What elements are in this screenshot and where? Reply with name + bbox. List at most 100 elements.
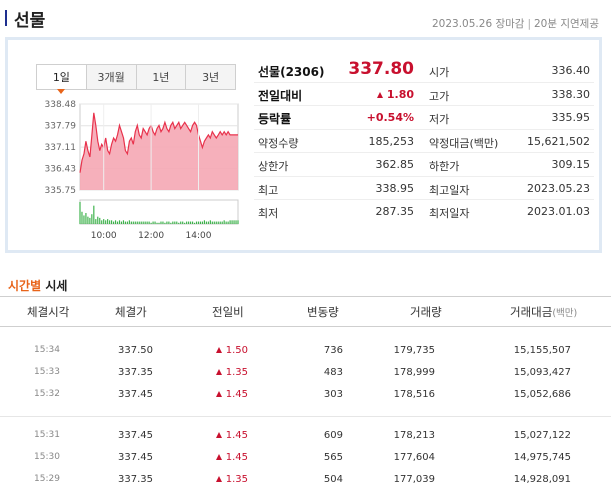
meta-divider: | bbox=[527, 18, 531, 30]
row-time: 15:34 bbox=[34, 345, 60, 355]
row-group-divider bbox=[0, 406, 611, 417]
col-amount-unit: (백만) bbox=[552, 307, 578, 319]
title-accent-bar bbox=[5, 10, 7, 26]
col-change: 전일비 bbox=[212, 304, 244, 319]
low-label: 최저 bbox=[258, 207, 279, 220]
volume-bar bbox=[215, 221, 217, 224]
volume-bar bbox=[134, 221, 136, 224]
volume-bar bbox=[168, 221, 170, 224]
lower-limit-label: 하한가 bbox=[429, 160, 460, 173]
volume-bar bbox=[136, 221, 138, 224]
volume-bar bbox=[101, 220, 103, 224]
volume-bar bbox=[148, 221, 150, 224]
volume-bar bbox=[150, 222, 152, 224]
rate-value: +0.54% bbox=[366, 111, 414, 124]
row-amount: 15,052,686 bbox=[513, 389, 571, 400]
up-arrow-icon bbox=[376, 91, 383, 98]
row-volume: 178,516 bbox=[393, 389, 435, 400]
row-volume: 178,213 bbox=[393, 430, 435, 441]
volume-bar bbox=[158, 222, 160, 224]
volume-bar bbox=[103, 219, 105, 224]
volume-bar bbox=[221, 221, 223, 224]
row-time: 15:29 bbox=[34, 474, 60, 484]
volume-bar bbox=[152, 221, 154, 224]
row-delta: 609 bbox=[323, 430, 343, 441]
row-time: 15:33 bbox=[34, 367, 60, 377]
current-price: 337.80 bbox=[348, 59, 414, 79]
quote-stats: 선물(2306) 337.80 시가 336.40 전일대비 1.80 고가 3… bbox=[254, 59, 594, 224]
x-tick-label: 14:00 bbox=[186, 231, 212, 241]
row-amount: 15,093,427 bbox=[513, 367, 571, 378]
volume-bar bbox=[213, 221, 215, 224]
tab-1-day[interactable]: 1일 bbox=[37, 65, 86, 94]
table-row: 15:33 337.35 1.35 483 178,999 15,093,427 bbox=[0, 362, 611, 384]
volume-bar bbox=[205, 221, 207, 224]
open-label: 시가 bbox=[429, 66, 450, 79]
volume-bar bbox=[154, 221, 156, 224]
volume-bar bbox=[209, 220, 211, 224]
tab-1-year[interactable]: 1년 bbox=[135, 65, 186, 89]
row-delta: 483 bbox=[323, 367, 343, 378]
row-price: 337.45 bbox=[118, 452, 153, 463]
change-amount: 1.80 bbox=[386, 87, 414, 101]
volume-bar bbox=[195, 221, 198, 224]
high-date-value: 2023.05.23 bbox=[527, 181, 590, 195]
row-change-value: 1.35 bbox=[225, 474, 248, 485]
col-volume: 거래량 bbox=[410, 304, 442, 319]
row-time: 15:31 bbox=[34, 430, 60, 440]
section-title-rest: 시세 bbox=[45, 279, 68, 293]
volume-bar bbox=[180, 221, 182, 224]
volume-bar bbox=[184, 222, 186, 224]
row-amount: 15,027,122 bbox=[513, 430, 571, 441]
quote-panel: 1일 3개월 1년 3년 338.48 337.79 337.11 336.43 335… bbox=[5, 37, 602, 253]
volume-bar bbox=[162, 221, 164, 224]
page-title: 선물 bbox=[14, 11, 46, 31]
volume-bar bbox=[79, 202, 81, 224]
volume-bar bbox=[172, 221, 174, 224]
row-change: 1.35 bbox=[215, 474, 248, 485]
y-tick-label: 337.11 bbox=[45, 143, 77, 153]
row-delta: 303 bbox=[323, 389, 343, 400]
x-tick-label: 10:00 bbox=[91, 231, 117, 241]
delay-note: 20분 지연제공 bbox=[534, 18, 599, 30]
volume-bar bbox=[219, 221, 221, 224]
row-volume: 177,604 bbox=[393, 452, 435, 463]
row-delta: 565 bbox=[323, 452, 343, 463]
up-arrow-icon bbox=[215, 454, 222, 460]
volume-value: 185,253 bbox=[368, 134, 415, 148]
volume-bar bbox=[190, 221, 192, 224]
volume-bar bbox=[193, 222, 196, 224]
row-change: 1.45 bbox=[215, 430, 248, 441]
volume-bar bbox=[107, 219, 109, 224]
volume-bar bbox=[128, 220, 130, 224]
volume-bar bbox=[105, 220, 107, 224]
stat-row-high: 최고 338.95 최고일자 2023.05.23 bbox=[254, 177, 594, 200]
high-date-label: 최고일자 bbox=[429, 183, 470, 197]
lower-limit-value: 309.15 bbox=[551, 158, 591, 171]
table-row: 15:29 337.35 1.35 504 177,039 14,928,091 bbox=[0, 469, 611, 491]
volume-bar bbox=[83, 215, 85, 224]
up-arrow-icon bbox=[215, 391, 222, 397]
stat-row-rate: 등락률 +0.54% 저가 335.95 bbox=[254, 106, 594, 130]
volume-plot-frame bbox=[79, 199, 239, 225]
volume-bar bbox=[233, 220, 235, 224]
row-change-value: 1.50 bbox=[225, 345, 248, 356]
volume-bar bbox=[91, 214, 93, 224]
row-change: 1.45 bbox=[215, 452, 248, 463]
upper-limit-value: 362.85 bbox=[375, 158, 415, 171]
stat-row-volume: 약정수량 185,253 약정대금(백만) 15,621,502 bbox=[254, 130, 594, 153]
table-row: 15:32 337.45 1.45 303 178,516 15,052,686 bbox=[0, 384, 611, 406]
stat-row-limits: 상한가 362.85 하한가 309.15 bbox=[254, 153, 594, 177]
amount-label: 약정대금(백만) bbox=[429, 136, 499, 150]
tab-3-months[interactable]: 3개월 bbox=[85, 65, 136, 89]
day-low-label: 저가 bbox=[429, 113, 450, 126]
low-date-value: 2023.01.03 bbox=[527, 205, 590, 218]
volume-bar bbox=[132, 221, 134, 224]
price-line bbox=[79, 112, 238, 173]
tab-3-years[interactable]: 3년 bbox=[185, 65, 235, 89]
col-amount: 거래대금(백만) bbox=[510, 304, 577, 320]
row-time: 15:32 bbox=[34, 389, 60, 399]
row-price: 337.35 bbox=[118, 367, 153, 378]
volume-bar bbox=[89, 217, 91, 224]
row-volume: 178,999 bbox=[393, 367, 435, 378]
